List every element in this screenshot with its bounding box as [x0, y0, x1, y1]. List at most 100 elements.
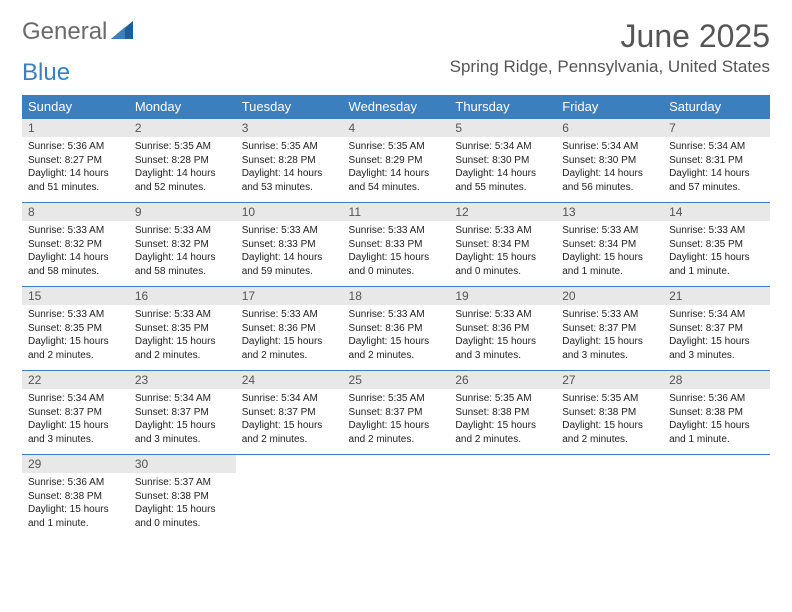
calendar-body: 1Sunrise: 5:36 AMSunset: 8:27 PMDaylight… — [22, 119, 770, 539]
day-line-d1: Daylight: 14 hours — [562, 167, 657, 181]
day-line-ss: Sunset: 8:28 PM — [242, 154, 337, 168]
day-line-d1: Daylight: 15 hours — [455, 419, 550, 433]
day-line-ss: Sunset: 8:32 PM — [28, 238, 123, 252]
day-body: Sunrise: 5:36 AMSunset: 8:27 PMDaylight:… — [22, 137, 129, 202]
day-line-sr: Sunrise: 5:37 AM — [135, 476, 230, 490]
calendar-cell: 16Sunrise: 5:33 AMSunset: 8:35 PMDayligh… — [129, 287, 236, 371]
day-number: 8 — [22, 203, 129, 221]
day-line-d1: Daylight: 14 hours — [242, 167, 337, 181]
day-line-d1: Daylight: 14 hours — [669, 167, 764, 181]
day-line-d1: Daylight: 15 hours — [242, 335, 337, 349]
calendar-row: 29Sunrise: 5:36 AMSunset: 8:38 PMDayligh… — [22, 455, 770, 539]
calendar-cell: 15Sunrise: 5:33 AMSunset: 8:35 PMDayligh… — [22, 287, 129, 371]
day-line-sr: Sunrise: 5:34 AM — [669, 140, 764, 154]
day-line-d2: and 2 minutes. — [28, 349, 123, 363]
day-line-ss: Sunset: 8:30 PM — [455, 154, 550, 168]
calendar-cell: 25Sunrise: 5:35 AMSunset: 8:37 PMDayligh… — [343, 371, 450, 455]
calendar-cell: 1Sunrise: 5:36 AMSunset: 8:27 PMDaylight… — [22, 119, 129, 203]
day-body: Sunrise: 5:33 AMSunset: 8:34 PMDaylight:… — [449, 221, 556, 286]
day-number: 23 — [129, 371, 236, 389]
calendar-cell: 27Sunrise: 5:35 AMSunset: 8:38 PMDayligh… — [556, 371, 663, 455]
day-line-sr: Sunrise: 5:36 AM — [669, 392, 764, 406]
day-line-ss: Sunset: 8:38 PM — [28, 490, 123, 504]
day-line-ss: Sunset: 8:28 PM — [135, 154, 230, 168]
calendar-cell: 3Sunrise: 5:35 AMSunset: 8:28 PMDaylight… — [236, 119, 343, 203]
day-body: Sunrise: 5:35 AMSunset: 8:38 PMDaylight:… — [556, 389, 663, 454]
day-line-sr: Sunrise: 5:33 AM — [242, 224, 337, 238]
day-header: Wednesday — [343, 95, 450, 119]
calendar-cell: 13Sunrise: 5:33 AMSunset: 8:34 PMDayligh… — [556, 203, 663, 287]
day-header: Friday — [556, 95, 663, 119]
calendar-cell: 19Sunrise: 5:33 AMSunset: 8:36 PMDayligh… — [449, 287, 556, 371]
day-line-sr: Sunrise: 5:34 AM — [242, 392, 337, 406]
day-body: Sunrise: 5:35 AMSunset: 8:38 PMDaylight:… — [449, 389, 556, 454]
calendar-row: 22Sunrise: 5:34 AMSunset: 8:37 PMDayligh… — [22, 371, 770, 455]
day-body: Sunrise: 5:33 AMSunset: 8:35 PMDaylight:… — [129, 305, 236, 370]
day-line-d1: Daylight: 15 hours — [349, 419, 444, 433]
day-line-sr: Sunrise: 5:33 AM — [562, 308, 657, 322]
day-body: Sunrise: 5:33 AMSunset: 8:33 PMDaylight:… — [236, 221, 343, 286]
day-line-ss: Sunset: 8:31 PM — [669, 154, 764, 168]
day-number: 19 — [449, 287, 556, 305]
day-line-d1: Daylight: 14 hours — [135, 167, 230, 181]
calendar-cell: 22Sunrise: 5:34 AMSunset: 8:37 PMDayligh… — [22, 371, 129, 455]
day-number: 1 — [22, 119, 129, 137]
day-line-d1: Daylight: 14 hours — [455, 167, 550, 181]
day-line-sr: Sunrise: 5:34 AM — [135, 392, 230, 406]
day-line-d2: and 2 minutes. — [242, 349, 337, 363]
day-line-d1: Daylight: 15 hours — [28, 419, 123, 433]
day-line-sr: Sunrise: 5:36 AM — [28, 140, 123, 154]
calendar-cell: 8Sunrise: 5:33 AMSunset: 8:32 PMDaylight… — [22, 203, 129, 287]
day-line-ss: Sunset: 8:35 PM — [135, 322, 230, 336]
day-header: Tuesday — [236, 95, 343, 119]
day-number: 3 — [236, 119, 343, 137]
day-line-ss: Sunset: 8:37 PM — [242, 406, 337, 420]
day-line-d2: and 0 minutes. — [135, 517, 230, 531]
day-line-sr: Sunrise: 5:33 AM — [135, 308, 230, 322]
day-number: 6 — [556, 119, 663, 137]
day-number: 14 — [663, 203, 770, 221]
day-line-d2: and 58 minutes. — [28, 265, 123, 279]
day-number: 11 — [343, 203, 450, 221]
day-line-d2: and 3 minutes. — [135, 433, 230, 447]
day-line-d1: Daylight: 15 hours — [669, 251, 764, 265]
day-line-ss: Sunset: 8:29 PM — [349, 154, 444, 168]
day-line-ss: Sunset: 8:36 PM — [242, 322, 337, 336]
day-line-sr: Sunrise: 5:33 AM — [28, 308, 123, 322]
day-number: 10 — [236, 203, 343, 221]
day-line-sr: Sunrise: 5:35 AM — [562, 392, 657, 406]
day-line-sr: Sunrise: 5:35 AM — [349, 392, 444, 406]
day-number: 30 — [129, 455, 236, 473]
day-line-d2: and 2 minutes. — [135, 349, 230, 363]
calendar-cell: 2Sunrise: 5:35 AMSunset: 8:28 PMDaylight… — [129, 119, 236, 203]
day-number: 17 — [236, 287, 343, 305]
day-body: Sunrise: 5:33 AMSunset: 8:33 PMDaylight:… — [343, 221, 450, 286]
day-line-sr: Sunrise: 5:33 AM — [455, 224, 550, 238]
day-line-d1: Daylight: 15 hours — [455, 335, 550, 349]
day-number: 21 — [663, 287, 770, 305]
day-line-d1: Daylight: 15 hours — [135, 419, 230, 433]
day-body: Sunrise: 5:33 AMSunset: 8:32 PMDaylight:… — [129, 221, 236, 286]
day-line-d1: Daylight: 14 hours — [349, 167, 444, 181]
logo-text-general: General — [22, 18, 107, 46]
day-number: 22 — [22, 371, 129, 389]
day-line-sr: Sunrise: 5:33 AM — [28, 224, 123, 238]
calendar-cell: 6Sunrise: 5:34 AMSunset: 8:30 PMDaylight… — [556, 119, 663, 203]
day-line-d2: and 2 minutes. — [349, 349, 444, 363]
calendar-cell: 24Sunrise: 5:34 AMSunset: 8:37 PMDayligh… — [236, 371, 343, 455]
calendar-cell: 21Sunrise: 5:34 AMSunset: 8:37 PMDayligh… — [663, 287, 770, 371]
day-line-ss: Sunset: 8:38 PM — [135, 490, 230, 504]
day-body: Sunrise: 5:34 AMSunset: 8:30 PMDaylight:… — [556, 137, 663, 202]
day-number: 27 — [556, 371, 663, 389]
day-line-d2: and 3 minutes. — [669, 349, 764, 363]
day-body: Sunrise: 5:37 AMSunset: 8:38 PMDaylight:… — [129, 473, 236, 538]
day-line-d2: and 3 minutes. — [455, 349, 550, 363]
calendar-cell: 5Sunrise: 5:34 AMSunset: 8:30 PMDaylight… — [449, 119, 556, 203]
calendar-cell: 14Sunrise: 5:33 AMSunset: 8:35 PMDayligh… — [663, 203, 770, 287]
day-line-d1: Daylight: 15 hours — [669, 335, 764, 349]
day-body: Sunrise: 5:36 AMSunset: 8:38 PMDaylight:… — [22, 473, 129, 538]
day-line-d1: Daylight: 15 hours — [349, 335, 444, 349]
day-number: 13 — [556, 203, 663, 221]
day-line-sr: Sunrise: 5:33 AM — [135, 224, 230, 238]
day-line-ss: Sunset: 8:37 PM — [669, 322, 764, 336]
